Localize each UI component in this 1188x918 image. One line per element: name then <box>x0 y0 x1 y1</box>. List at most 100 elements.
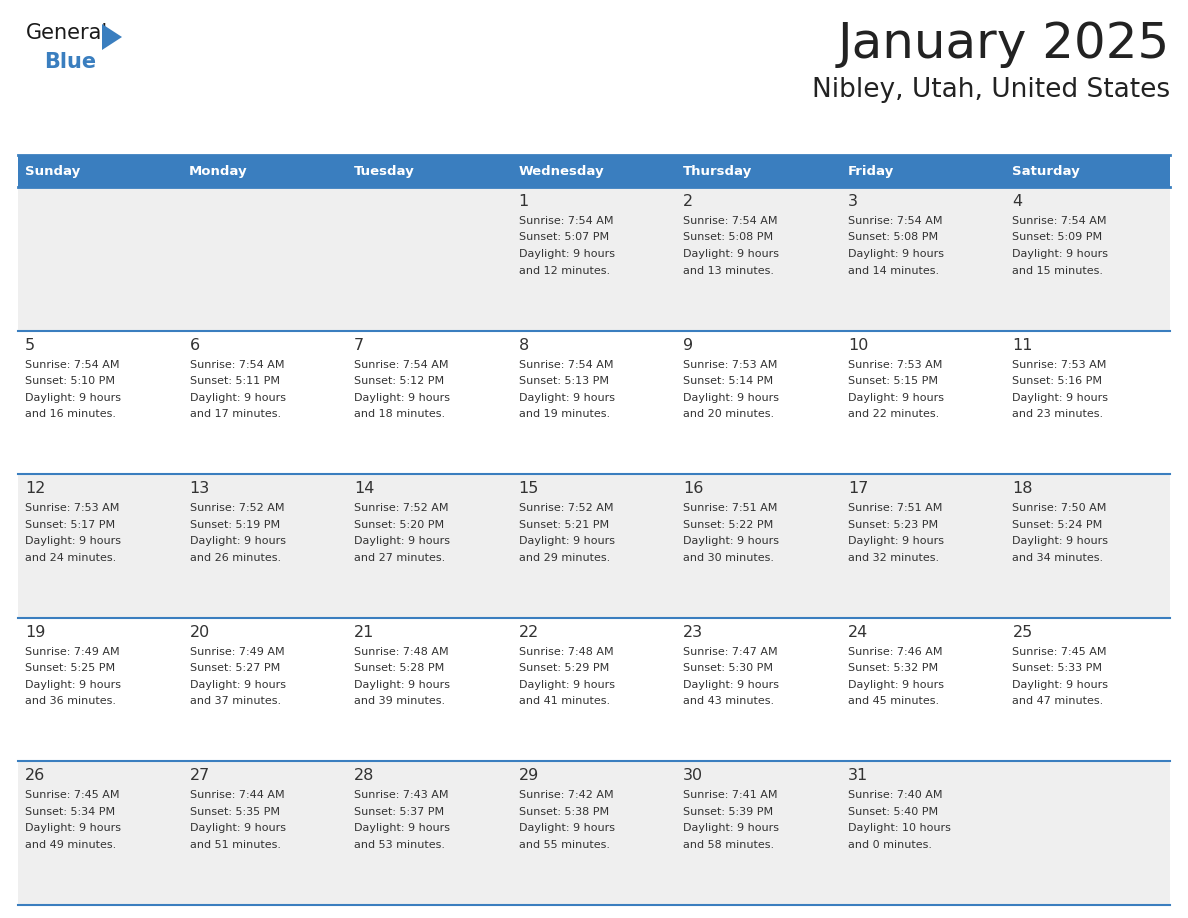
Text: 28: 28 <box>354 768 374 783</box>
Text: Sunset: 5:08 PM: Sunset: 5:08 PM <box>848 232 939 242</box>
Text: Sunrise: 7:52 AM: Sunrise: 7:52 AM <box>190 503 284 513</box>
Text: 9: 9 <box>683 338 694 353</box>
Text: Daylight: 9 hours: Daylight: 9 hours <box>848 680 943 689</box>
Text: and 47 minutes.: and 47 minutes. <box>1012 696 1104 706</box>
Bar <box>18 330 183 475</box>
Text: Nibley, Utah, United States: Nibley, Utah, United States <box>811 77 1170 103</box>
Text: 26: 26 <box>25 768 45 783</box>
Bar <box>512 155 676 187</box>
Text: Daylight: 9 hours: Daylight: 9 hours <box>519 680 614 689</box>
Text: Monday: Monday <box>189 164 248 177</box>
Text: Sunset: 5:30 PM: Sunset: 5:30 PM <box>683 664 773 673</box>
Bar <box>183 187 347 330</box>
Text: Sunset: 5:25 PM: Sunset: 5:25 PM <box>25 664 115 673</box>
Text: 12: 12 <box>25 481 45 497</box>
Text: Daylight: 9 hours: Daylight: 9 hours <box>25 823 121 834</box>
Bar <box>676 155 841 187</box>
Text: Sunset: 5:39 PM: Sunset: 5:39 PM <box>683 807 773 817</box>
Text: Sunset: 5:12 PM: Sunset: 5:12 PM <box>354 376 444 386</box>
Bar <box>183 155 347 187</box>
Text: and 17 minutes.: and 17 minutes. <box>190 409 280 420</box>
Bar <box>347 475 512 618</box>
Text: Daylight: 9 hours: Daylight: 9 hours <box>519 393 614 403</box>
Text: Sunset: 5:32 PM: Sunset: 5:32 PM <box>848 664 939 673</box>
Text: 13: 13 <box>190 481 210 497</box>
Text: 14: 14 <box>354 481 374 497</box>
Text: Daylight: 9 hours: Daylight: 9 hours <box>354 536 450 546</box>
Text: Daylight: 9 hours: Daylight: 9 hours <box>848 393 943 403</box>
Bar <box>347 187 512 330</box>
Text: Sunrise: 7:53 AM: Sunrise: 7:53 AM <box>683 360 778 370</box>
Text: 7: 7 <box>354 338 365 353</box>
Text: Daylight: 9 hours: Daylight: 9 hours <box>190 536 285 546</box>
Text: and 19 minutes.: and 19 minutes. <box>519 409 609 420</box>
Text: Sunset: 5:27 PM: Sunset: 5:27 PM <box>190 664 280 673</box>
Text: and 39 minutes.: and 39 minutes. <box>354 696 446 706</box>
Text: Sunrise: 7:51 AM: Sunrise: 7:51 AM <box>848 503 942 513</box>
Text: Sunset: 5:16 PM: Sunset: 5:16 PM <box>1012 376 1102 386</box>
Text: Sunrise: 7:54 AM: Sunrise: 7:54 AM <box>683 216 778 226</box>
Text: Sunset: 5:22 PM: Sunset: 5:22 PM <box>683 520 773 530</box>
Bar <box>512 475 676 618</box>
Text: Sunset: 5:11 PM: Sunset: 5:11 PM <box>190 376 279 386</box>
Bar <box>347 155 512 187</box>
Bar <box>841 618 1005 761</box>
Text: Daylight: 9 hours: Daylight: 9 hours <box>25 680 121 689</box>
Text: Daylight: 9 hours: Daylight: 9 hours <box>25 536 121 546</box>
Text: and 29 minutes.: and 29 minutes. <box>519 553 609 563</box>
Text: Daylight: 9 hours: Daylight: 9 hours <box>1012 393 1108 403</box>
Text: Daylight: 9 hours: Daylight: 9 hours <box>683 249 779 259</box>
Text: 30: 30 <box>683 768 703 783</box>
Text: 18: 18 <box>1012 481 1032 497</box>
Text: Tuesday: Tuesday <box>354 164 415 177</box>
Text: and 58 minutes.: and 58 minutes. <box>683 840 775 850</box>
Text: Sunset: 5:14 PM: Sunset: 5:14 PM <box>683 376 773 386</box>
Text: and 18 minutes.: and 18 minutes. <box>354 409 446 420</box>
Text: Sunrise: 7:41 AM: Sunrise: 7:41 AM <box>683 790 778 800</box>
Text: Sunset: 5:38 PM: Sunset: 5:38 PM <box>519 807 608 817</box>
Text: Daylight: 9 hours: Daylight: 9 hours <box>848 536 943 546</box>
Text: 5: 5 <box>25 338 36 353</box>
Text: Sunset: 5:10 PM: Sunset: 5:10 PM <box>25 376 115 386</box>
Text: Sunset: 5:19 PM: Sunset: 5:19 PM <box>190 520 279 530</box>
Text: Sunrise: 7:54 AM: Sunrise: 7:54 AM <box>190 360 284 370</box>
Text: Sunrise: 7:45 AM: Sunrise: 7:45 AM <box>1012 647 1107 656</box>
Text: and 45 minutes.: and 45 minutes. <box>848 696 939 706</box>
Text: Daylight: 9 hours: Daylight: 9 hours <box>683 680 779 689</box>
Text: Blue: Blue <box>44 52 96 72</box>
Text: Sunrise: 7:54 AM: Sunrise: 7:54 AM <box>519 216 613 226</box>
Text: Sunset: 5:08 PM: Sunset: 5:08 PM <box>683 232 773 242</box>
Text: Daylight: 9 hours: Daylight: 9 hours <box>848 249 943 259</box>
Text: Sunrise: 7:50 AM: Sunrise: 7:50 AM <box>1012 503 1107 513</box>
Text: 20: 20 <box>190 625 210 640</box>
Text: 8: 8 <box>519 338 529 353</box>
Text: Sunset: 5:13 PM: Sunset: 5:13 PM <box>519 376 608 386</box>
Text: Daylight: 9 hours: Daylight: 9 hours <box>25 393 121 403</box>
Bar <box>841 155 1005 187</box>
Bar <box>183 618 347 761</box>
Text: Sunrise: 7:54 AM: Sunrise: 7:54 AM <box>1012 216 1107 226</box>
Text: Sunset: 5:21 PM: Sunset: 5:21 PM <box>519 520 608 530</box>
Text: Daylight: 9 hours: Daylight: 9 hours <box>683 823 779 834</box>
Text: and 34 minutes.: and 34 minutes. <box>1012 553 1104 563</box>
Bar <box>512 618 676 761</box>
Text: Sunrise: 7:42 AM: Sunrise: 7:42 AM <box>519 790 613 800</box>
Text: and 12 minutes.: and 12 minutes. <box>519 265 609 275</box>
Bar <box>676 761 841 905</box>
Bar <box>1005 618 1170 761</box>
Text: Sunrise: 7:54 AM: Sunrise: 7:54 AM <box>848 216 942 226</box>
Text: Sunset: 5:24 PM: Sunset: 5:24 PM <box>1012 520 1102 530</box>
Text: Sunset: 5:23 PM: Sunset: 5:23 PM <box>848 520 939 530</box>
Text: 15: 15 <box>519 481 539 497</box>
Bar <box>1005 475 1170 618</box>
Text: Daylight: 9 hours: Daylight: 9 hours <box>354 680 450 689</box>
Text: Daylight: 9 hours: Daylight: 9 hours <box>519 249 614 259</box>
Text: Daylight: 9 hours: Daylight: 9 hours <box>1012 249 1108 259</box>
Text: 24: 24 <box>848 625 868 640</box>
Text: Daylight: 9 hours: Daylight: 9 hours <box>190 393 285 403</box>
Text: Daylight: 9 hours: Daylight: 9 hours <box>519 823 614 834</box>
Text: Sunset: 5:09 PM: Sunset: 5:09 PM <box>1012 232 1102 242</box>
Text: and 20 minutes.: and 20 minutes. <box>683 409 775 420</box>
Text: Sunset: 5:29 PM: Sunset: 5:29 PM <box>519 664 609 673</box>
Text: 21: 21 <box>354 625 374 640</box>
